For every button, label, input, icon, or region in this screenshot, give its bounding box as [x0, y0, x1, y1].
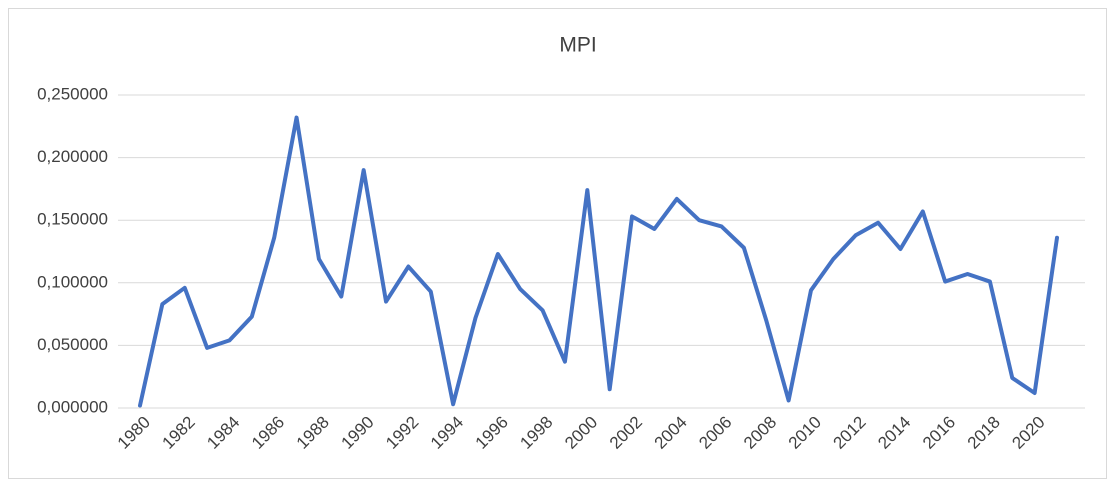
y-tick-label: 0,000000 [37, 397, 108, 416]
y-tick-label: 0,200000 [37, 147, 108, 166]
y-tick-label: 0,150000 [37, 210, 108, 229]
y-tick-label: 0,100000 [37, 272, 108, 291]
y-tick-label: 0,050000 [37, 335, 108, 354]
data-line [138, 115, 1059, 408]
chart-frame [8, 8, 1107, 479]
y-tick-label: 0,250000 [37, 84, 108, 103]
chart-title: MPI [559, 34, 596, 57]
